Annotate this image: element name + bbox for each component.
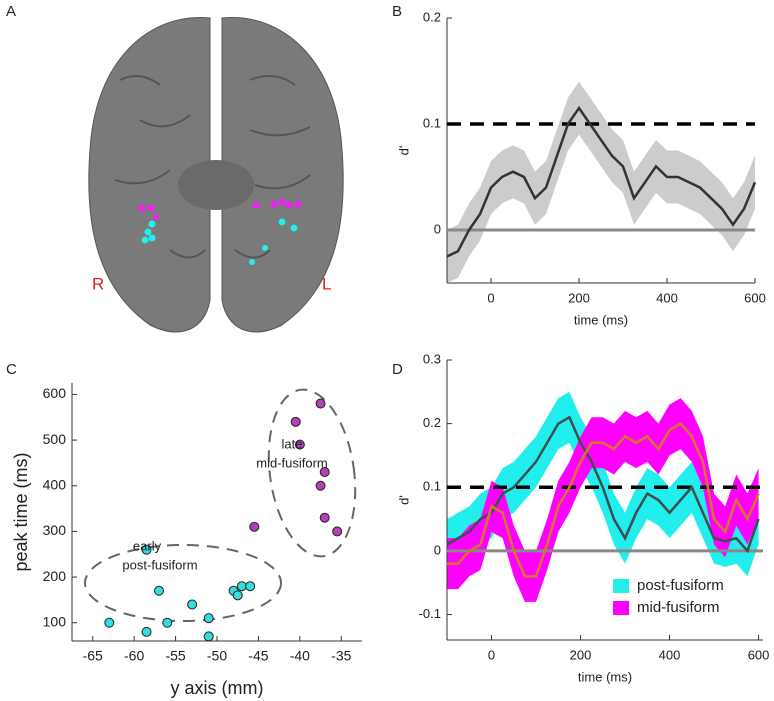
point xyxy=(294,439,305,450)
point xyxy=(236,581,247,592)
error-band xyxy=(447,398,759,602)
point xyxy=(141,544,152,555)
point xyxy=(162,617,173,628)
y-tick-label: 300 xyxy=(43,522,67,538)
point xyxy=(315,398,326,409)
panel-label: B xyxy=(392,3,402,20)
y-axis-label: peak time (ms) xyxy=(11,452,31,571)
legend-swatch xyxy=(613,601,629,615)
point xyxy=(319,512,330,523)
x-tick-label: 200 xyxy=(568,290,590,305)
hemisphere-label: R xyxy=(92,274,104,293)
point xyxy=(249,521,260,532)
point xyxy=(232,590,243,601)
y-axis-label: d' xyxy=(396,495,411,505)
y-tick-label: 0.2 xyxy=(423,9,441,24)
annotation: early xyxy=(133,538,162,553)
x-tick-label: -50 xyxy=(207,648,227,664)
annotation: late xyxy=(282,436,303,451)
y-tick-label: 0.1 xyxy=(423,479,441,494)
error-band xyxy=(447,391,759,577)
point xyxy=(290,416,301,427)
y-tick-label: 500 xyxy=(43,431,67,447)
legend-label: post-fusiform xyxy=(637,577,724,594)
y-tick-label: 0.2 xyxy=(423,415,441,430)
y-tick-label: 0 xyxy=(434,542,441,557)
line xyxy=(446,415,760,554)
annotation: post-fusiform xyxy=(122,557,197,572)
panel-label: C xyxy=(6,361,17,378)
x-tick-label: 600 xyxy=(744,290,766,305)
x-tick-label: 0 xyxy=(487,290,494,305)
panel-label: D xyxy=(392,361,403,378)
point xyxy=(187,599,198,610)
brain xyxy=(88,17,344,333)
x-tick-label: -60 xyxy=(124,648,144,664)
hemisphere-label: L xyxy=(322,274,331,293)
x-tick-label: 400 xyxy=(656,290,678,305)
x-tick-label: 200 xyxy=(570,647,592,662)
y-tick-label: 100 xyxy=(43,613,67,629)
annotation: mid-fusiform xyxy=(256,455,328,470)
x-tick-label: -65 xyxy=(83,648,103,664)
point xyxy=(332,526,343,537)
x-tick-label: 400 xyxy=(659,647,681,662)
x-tick-label: 600 xyxy=(748,647,770,662)
y-tick-label: 0.1 xyxy=(423,115,441,130)
point xyxy=(154,585,164,596)
x-axis-label: time (ms) xyxy=(574,312,628,327)
y-tick-label: 200 xyxy=(43,568,67,584)
annotation-ellipses xyxy=(84,388,357,622)
y-tick-label: 0.3 xyxy=(423,351,441,366)
error-band xyxy=(447,81,755,283)
x-axis-label: time (ms) xyxy=(578,669,632,684)
point xyxy=(141,626,152,637)
x-tick-label: -40 xyxy=(290,648,310,664)
y-tick-label: 600 xyxy=(43,385,67,401)
point xyxy=(203,613,214,624)
legend-label: mid-fusiform xyxy=(637,599,720,616)
point xyxy=(203,631,214,642)
point xyxy=(104,617,115,628)
legend-swatch xyxy=(613,579,629,593)
x-tick-label: 0 xyxy=(488,647,495,662)
line xyxy=(447,422,760,578)
x-tick-label: -55 xyxy=(165,648,185,664)
y-axis-label: d' xyxy=(396,146,411,156)
y-tick-label: -0.1 xyxy=(419,606,441,621)
point xyxy=(319,467,330,478)
line xyxy=(446,105,757,258)
x-axis-label: y axis (mm) xyxy=(171,678,264,698)
y-tick-label: 0 xyxy=(434,221,441,236)
panel-label: A xyxy=(6,3,16,20)
point xyxy=(245,581,256,592)
y-tick-label: 400 xyxy=(43,476,67,492)
point xyxy=(315,480,326,491)
x-tick-label: -45 xyxy=(248,648,268,664)
x-tick-label: -35 xyxy=(331,648,351,664)
